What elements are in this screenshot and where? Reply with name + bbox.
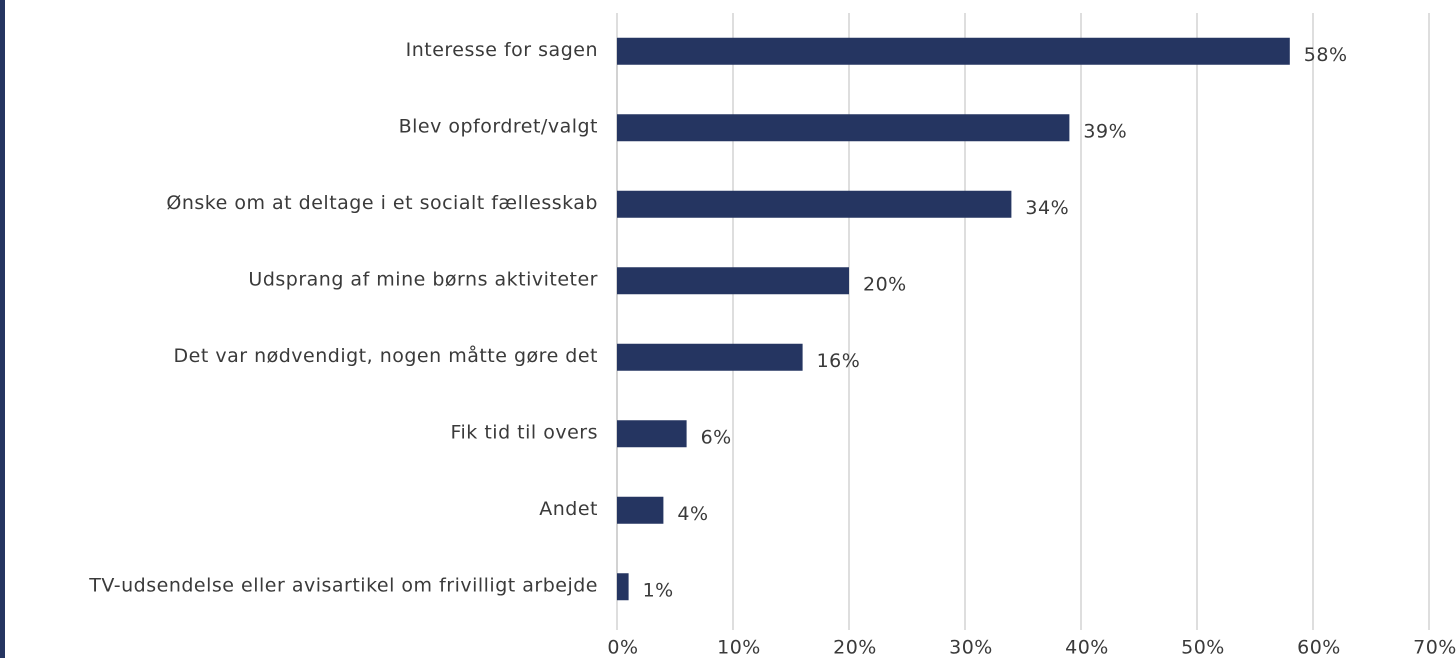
x-tick-label: 70% bbox=[1413, 637, 1456, 658]
side-stripe bbox=[0, 0, 5, 658]
category-label: Interesse for sagen bbox=[406, 39, 598, 61]
bar bbox=[617, 37, 1290, 65]
x-tick-label: 50% bbox=[1181, 637, 1225, 658]
bar bbox=[617, 573, 629, 601]
category-label: TV-udsendelse eller avisartikel om frivi… bbox=[88, 574, 598, 596]
value-label: 4% bbox=[677, 503, 708, 525]
value-label: 39% bbox=[1083, 120, 1127, 142]
value-label: 20% bbox=[863, 273, 907, 295]
category-label: Andet bbox=[539, 498, 598, 520]
x-tick-label: 40% bbox=[1065, 637, 1109, 658]
value-label: 6% bbox=[701, 426, 732, 448]
x-tick-label: 0% bbox=[607, 637, 638, 658]
bar bbox=[617, 496, 664, 524]
bar bbox=[617, 420, 687, 448]
value-label: 58% bbox=[1304, 44, 1348, 66]
x-tick-label: 60% bbox=[1297, 637, 1341, 658]
category-label: Udsprang af mine børns aktiviteter bbox=[248, 268, 598, 290]
category-label: Det var nødvendigt, nogen måtte gøre det bbox=[174, 344, 598, 367]
category-label: Blev opfordret/valgt bbox=[399, 115, 598, 137]
category-label: Fik tid til overs bbox=[450, 421, 598, 443]
x-tick-label: 10% bbox=[717, 637, 761, 658]
value-label: 34% bbox=[1025, 197, 1069, 219]
category-label: Ønske om at deltage i et socialt fælless… bbox=[166, 192, 598, 214]
bar bbox=[617, 343, 803, 371]
value-label: 16% bbox=[817, 350, 861, 372]
bar bbox=[617, 114, 1070, 142]
x-tick-label: 20% bbox=[833, 637, 877, 658]
value-label: 1% bbox=[643, 579, 674, 601]
bar bbox=[617, 267, 849, 295]
x-tick-label: 30% bbox=[949, 637, 993, 658]
bar bbox=[617, 190, 1012, 218]
